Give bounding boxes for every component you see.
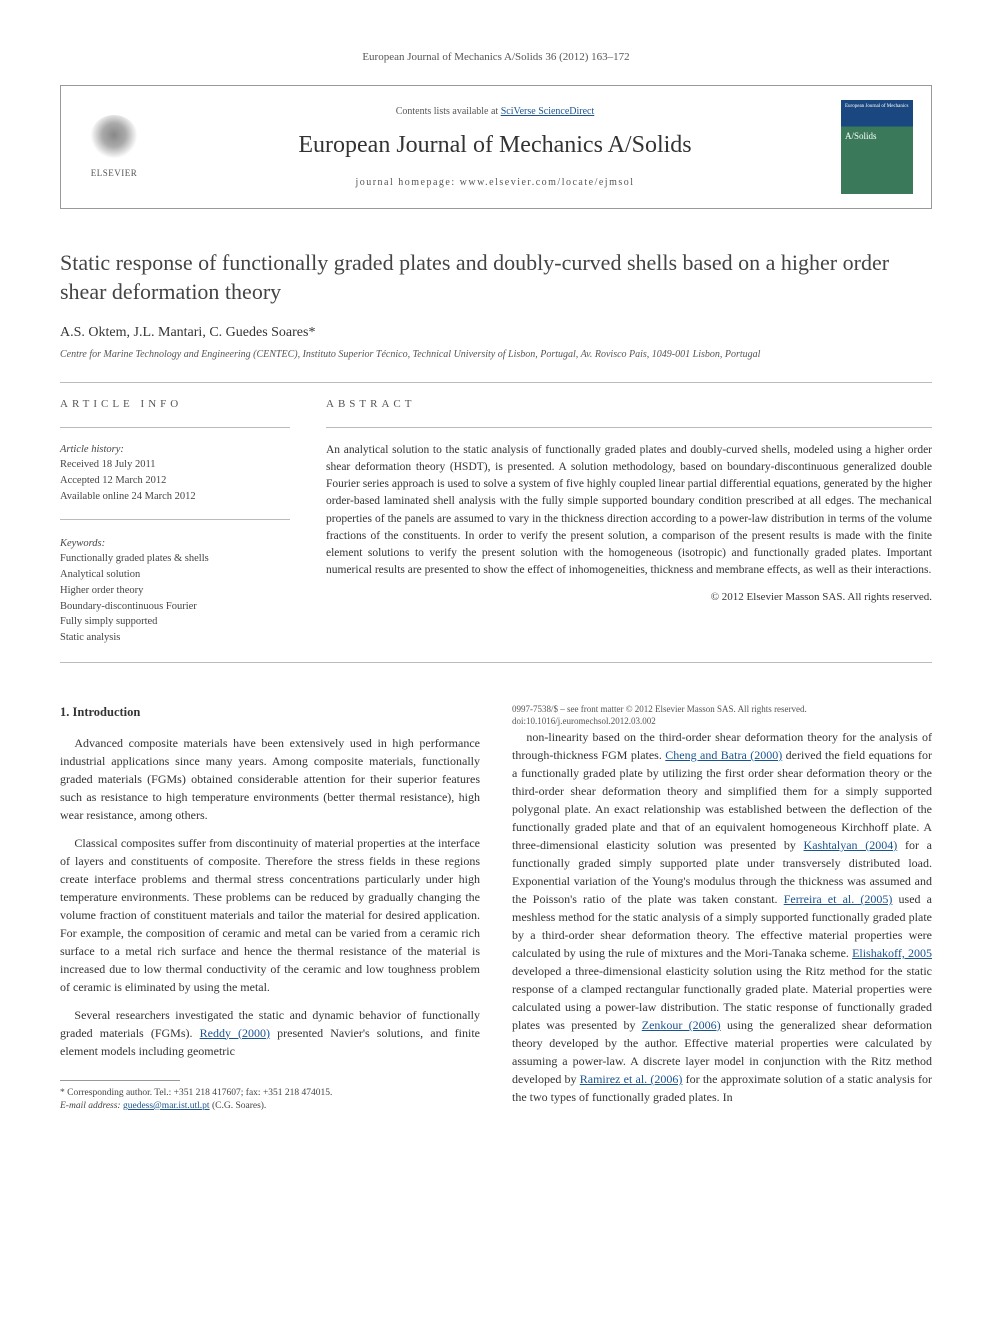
elsevier-logo: ELSEVIER: [79, 107, 149, 187]
cover-title: European Journal of Mechanics: [845, 104, 909, 110]
received-date: Received 18 July 2011: [60, 457, 290, 473]
homepage-prefix: journal homepage:: [355, 177, 459, 188]
paragraph: Advanced composite materials have been e…: [60, 734, 480, 824]
divider: [60, 662, 932, 663]
corr-author-line: * Corresponding author. Tel.: +351 218 4…: [60, 1087, 480, 1100]
email-label: E-mail address:: [60, 1101, 123, 1111]
citation-link[interactable]: Ramirez et al. (2006): [580, 1072, 683, 1086]
email-suffix: (C.G. Soares).: [210, 1101, 267, 1111]
cover-subtitle: A/Solids: [845, 130, 877, 143]
keywords-label: Keywords:: [60, 536, 290, 552]
keyword: Fully simply supported: [60, 614, 290, 630]
homepage-url: www.elsevier.com/locate/ejmsol: [460, 177, 635, 188]
citation-link[interactable]: Zenkour (2006): [642, 1018, 721, 1032]
keyword: Boundary-discontinuous Fourier: [60, 599, 290, 615]
keyword: Functionally graded plates & shells: [60, 551, 290, 567]
doi-line: doi:10.1016/j.euromechsol.2012.03.002: [512, 715, 932, 728]
citation-link[interactable]: Kashtalyan (2004): [804, 838, 898, 852]
elsevier-label: ELSEVIER: [91, 167, 138, 180]
corresponding-author-footnote: * Corresponding author. Tel.: +351 218 4…: [60, 1087, 480, 1114]
section-heading: 1. Introduction: [60, 703, 480, 722]
journal-homepage: journal homepage: www.elsevier.com/locat…: [167, 176, 823, 190]
article-history-label: Article history:: [60, 442, 290, 458]
contents-prefix: Contents lists available at: [396, 106, 501, 117]
front-matter: 0997-7538/$ – see front matter © 2012 El…: [512, 703, 932, 728]
keyword: Higher order theory: [60, 583, 290, 599]
contents-available-line: Contents lists available at SciVerse Sci…: [167, 105, 823, 119]
abstract-copyright: © 2012 Elsevier Masson SAS. All rights r…: [326, 590, 932, 605]
article-info-block: ARTICLE INFO Article history: Received 1…: [60, 397, 290, 646]
keyword: Analytical solution: [60, 567, 290, 583]
front-matter-line: 0997-7538/$ – see front matter © 2012 El…: [512, 703, 932, 716]
accepted-date: Accepted 12 March 2012: [60, 473, 290, 489]
citation-link[interactable]: Reddy (2000): [200, 1026, 270, 1040]
divider: [326, 427, 932, 428]
authors: A.S. Oktem, J.L. Mantari, C. Guedes Soar…: [60, 323, 932, 343]
citation-link[interactable]: Elishakoff, 2005: [852, 946, 932, 960]
online-date: Available online 24 March 2012: [60, 489, 290, 505]
affiliation: Centre for Marine Technology and Enginee…: [60, 348, 932, 362]
journal-header: ELSEVIER Contents lists available at Sci…: [60, 85, 932, 209]
journal-name: European Journal of Mechanics A/Solids: [167, 129, 823, 163]
journal-cover-thumbnail: European Journal of Mechanics A/Solids: [841, 100, 913, 194]
divider: [60, 382, 932, 383]
abstract-heading: ABSTRACT: [326, 397, 932, 412]
divider: [60, 519, 290, 520]
keyword: Static analysis: [60, 630, 290, 646]
email-link[interactable]: guedess@mar.ist.utl.pt: [123, 1101, 210, 1111]
sciencedirect-link[interactable]: SciVerse ScienceDirect: [501, 106, 595, 117]
footnote-separator: [60, 1080, 180, 1081]
article-title: Static response of functionally graded p…: [60, 249, 932, 306]
journal-reference: European Journal of Mechanics A/Solids 3…: [60, 50, 932, 65]
article-info-heading: ARTICLE INFO: [60, 397, 290, 412]
divider: [60, 427, 290, 428]
abstract-block: ABSTRACT An analytical solution to the s…: [326, 397, 932, 646]
body-text: 1. Introduction Advanced composite mater…: [60, 703, 932, 1124]
elsevier-tree-icon: [89, 115, 139, 165]
text-span: derived the field equations for a functi…: [512, 748, 932, 852]
abstract-text: An analytical solution to the static ana…: [326, 442, 932, 580]
citation-link[interactable]: Cheng and Batra (2000): [665, 748, 782, 762]
paragraph: non-linearity based on the third-order s…: [512, 728, 932, 1106]
citation-link[interactable]: Ferreira et al. (2005): [784, 892, 893, 906]
paragraph: Classical composites suffer from discont…: [60, 834, 480, 996]
paragraph: Several researchers investigated the sta…: [60, 1006, 480, 1060]
